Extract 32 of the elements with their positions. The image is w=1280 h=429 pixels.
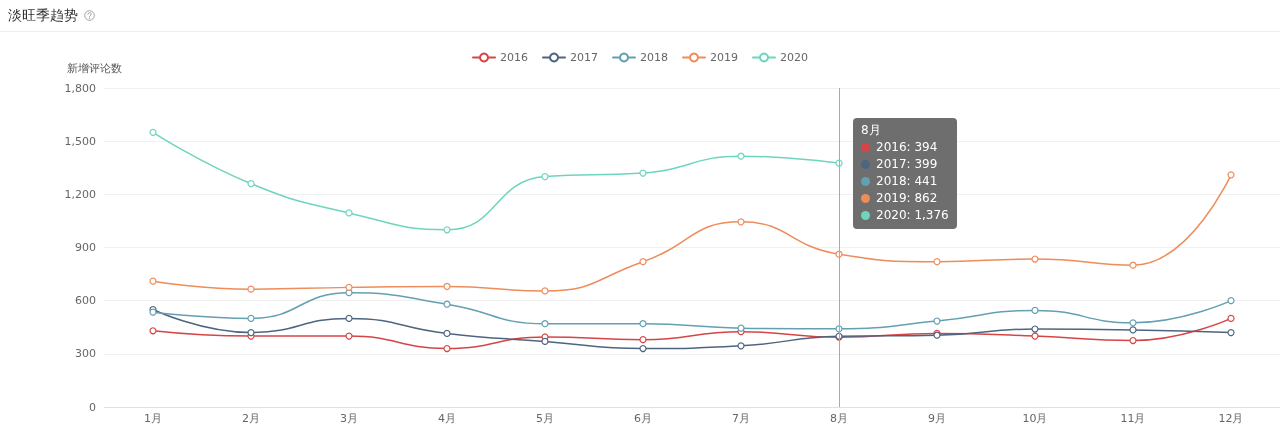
annotation: 2020: 1,376	[876, 207, 949, 224]
y-tick-label: 1,200	[64, 187, 96, 201]
x-tick-label: 1月	[144, 412, 162, 425]
x-tick-label: 5月	[536, 412, 554, 425]
legend-label: 2020	[779, 51, 808, 64]
x-tick-label: 8月	[830, 412, 848, 425]
x-tick-label: 9月	[928, 412, 946, 425]
chart-title: 淡旺季趋势	[8, 6, 78, 24]
y-tick-label: 300	[75, 347, 96, 361]
y-axis-title: 新增评论数	[67, 62, 122, 75]
y-tick-label: 1,800	[64, 81, 96, 95]
x-tick-label: 12月	[1218, 412, 1244, 425]
annotation: 2018: 441	[876, 173, 938, 190]
y-tick-label: 600	[75, 294, 96, 308]
x-tick-label: 10月	[1022, 412, 1048, 425]
x-tick-label: 6月	[634, 412, 652, 425]
legend-label: 2019	[710, 51, 738, 64]
y-tick-label: 1,500	[64, 134, 96, 148]
y-tick-label: 900	[75, 241, 96, 254]
legend-label: 2017	[570, 51, 599, 64]
x-tick-label: 7月	[732, 412, 750, 425]
annotation: 8月	[861, 122, 881, 139]
annotation: 2016: 394	[876, 139, 938, 156]
legend-label: 2016	[500, 51, 529, 64]
x-tick-label: 3月	[340, 412, 358, 425]
x-tick-label: 4月	[438, 412, 456, 425]
annotation: 2017: 399	[876, 156, 938, 173]
annotation: 2019: 862	[876, 190, 938, 207]
x-tick-label: 2月	[242, 412, 260, 425]
x-tick-label: 11月	[1120, 412, 1146, 425]
y-tick-label: 0	[89, 400, 96, 414]
legend-label: 2018	[640, 51, 668, 64]
